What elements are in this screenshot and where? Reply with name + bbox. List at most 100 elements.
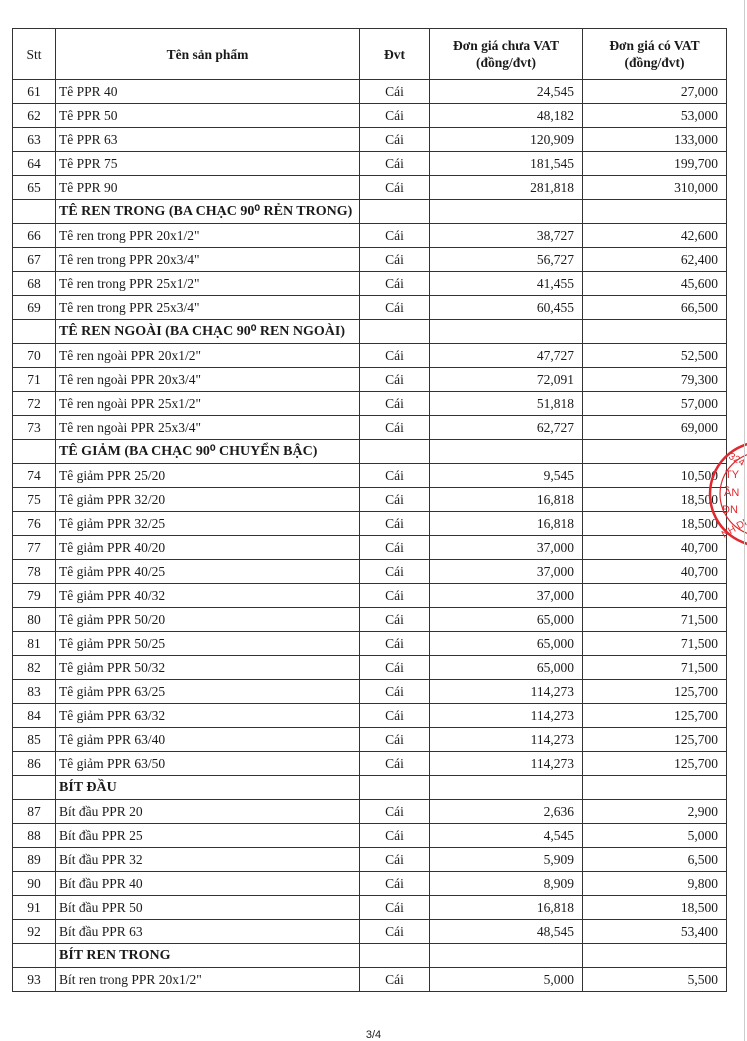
- price-excl-cell: 24,545: [429, 79, 583, 104]
- price-incl-cell: [582, 319, 727, 344]
- price-excl-cell: [429, 775, 583, 800]
- table-row: 91 Bít đầu PPR 50 Cái 16,818 18,500: [12, 895, 727, 920]
- section-row: TÊ GIẢM (BA CHẠC 90⁰ CHUYỂN BẬC): [12, 439, 727, 464]
- stt-cell: 86: [12, 751, 56, 776]
- product-name: Bít đầu PPR 25: [55, 823, 360, 848]
- stt-cell: 74: [12, 463, 56, 488]
- stt-cell: 81: [12, 631, 56, 656]
- table-row: 75 Tê giảm PPR 32/20 Cái 16,818 18,500: [12, 487, 727, 512]
- price-excl-cell: 4,545: [429, 823, 583, 848]
- table-row: 78 Tê giảm PPR 40/25 Cái 37,000 40,700: [12, 559, 727, 584]
- stt-cell: 75: [12, 487, 56, 512]
- stt-cell: 73: [12, 415, 56, 440]
- product-name: Tê giảm PPR 63/40: [55, 727, 360, 752]
- stt-cell: 77: [12, 535, 56, 560]
- price-excl-cell: 5,909: [429, 847, 583, 872]
- price-excl-cell: 114,273: [429, 751, 583, 776]
- unit-cell: Cái: [359, 487, 430, 512]
- table-row: 93 Bít ren trong PPR 20x1/2" Cái 5,000 5,500: [12, 967, 727, 992]
- price-excl-cell: 8,909: [429, 871, 583, 896]
- price-incl-cell: 2,900: [582, 799, 727, 824]
- unit-cell: Cái: [359, 703, 430, 728]
- price-incl-cell: 125,700: [582, 703, 727, 728]
- table-row: 84 Tê giảm PPR 63/32 Cái 114,273 125,700: [12, 703, 727, 728]
- price-incl-cell: 125,700: [582, 727, 727, 752]
- stt-cell: 64: [12, 151, 56, 176]
- product-name: Tê ren ngoài PPR 25x3/4": [55, 415, 360, 440]
- price-table: Stt Tên sản phẩm Đvt Đơn giá chưa VAT (đồ…: [12, 28, 727, 992]
- stt-cell: 72: [12, 391, 56, 416]
- unit-cell: [359, 775, 430, 800]
- product-name: Bít ren trong PPR 20x1/2": [55, 967, 360, 992]
- price-incl-cell: 199,700: [582, 151, 727, 176]
- table-row: 70 Tê ren ngoài PPR 20x1/2" Cái 47,727 52,50…: [12, 343, 727, 368]
- price-excl-cell: 56,727: [429, 247, 583, 272]
- unit-cell: Cái: [359, 103, 430, 128]
- stt-cell: 62: [12, 103, 56, 128]
- unit-cell: Cái: [359, 679, 430, 704]
- unit-cell: Cái: [359, 607, 430, 632]
- price-incl-cell: [582, 199, 727, 224]
- section-title: TÊ GIẢM (BA CHẠC 90⁰ CHUYỂN BẬC): [55, 439, 360, 464]
- table-row: 69 Tê ren trong PPR 25x3/4" Cái 60,455 66,50…: [12, 295, 727, 320]
- stt-cell: 92: [12, 919, 56, 944]
- stt-cell: [12, 943, 56, 968]
- unit-cell: Cái: [359, 415, 430, 440]
- unit-cell: Cái: [359, 847, 430, 872]
- product-name: Tê ren ngoài PPR 20x1/2": [55, 343, 360, 368]
- scan-edge: [744, 0, 745, 1041]
- table-row: 83 Tê giảm PPR 63/25 Cái 114,273 125,700: [12, 679, 727, 704]
- unit-cell: Cái: [359, 343, 430, 368]
- section-row: BÍT ĐẦU: [12, 775, 727, 800]
- company-stamp: 324 TY ẦN ĐN NH DI: [708, 442, 747, 546]
- stt-cell: 88: [12, 823, 56, 848]
- product-name: Tê PPR 40: [55, 79, 360, 104]
- price-incl-cell: 53,400: [582, 919, 727, 944]
- product-name: Tê PPR 50: [55, 103, 360, 128]
- unit-cell: Cái: [359, 583, 430, 608]
- header-unit: Đvt: [359, 28, 430, 80]
- price-excl-cell: 37,000: [429, 535, 583, 560]
- product-name: Tê ren trong PPR 20x1/2": [55, 223, 360, 248]
- price-incl-cell: 71,500: [582, 655, 727, 680]
- price-incl-cell: 40,700: [582, 583, 727, 608]
- product-name: Tê giảm PPR 50/32: [55, 655, 360, 680]
- price-incl-cell: 62,400: [582, 247, 727, 272]
- price-incl-cell: 53,000: [582, 103, 727, 128]
- price-incl-cell: 40,700: [582, 559, 727, 584]
- price-incl-cell: 18,500: [582, 895, 727, 920]
- product-name: Tê giảm PPR 40/25: [55, 559, 360, 584]
- product-name: Tê giảm PPR 40/20: [55, 535, 360, 560]
- unit-cell: Cái: [359, 871, 430, 896]
- unit-cell: Cái: [359, 223, 430, 248]
- product-name: Tê giảm PPR 32/20: [55, 487, 360, 512]
- price-excl-cell: 65,000: [429, 655, 583, 680]
- table-row: 79 Tê giảm PPR 40/32 Cái 37,000 40,700: [12, 583, 727, 608]
- price-incl-cell: 5,500: [582, 967, 727, 992]
- price-incl-cell: 9,800: [582, 871, 727, 896]
- product-name: Tê giảm PPR 50/20: [55, 607, 360, 632]
- stt-cell: 89: [12, 847, 56, 872]
- price-incl-cell: 45,600: [582, 271, 727, 296]
- price-excl-cell: 72,091: [429, 367, 583, 392]
- price-excl-cell: [429, 943, 583, 968]
- unit-cell: Cái: [359, 79, 430, 104]
- product-name: Bít đầu PPR 63: [55, 919, 360, 944]
- stt-cell: 83: [12, 679, 56, 704]
- price-incl-cell: 69,000: [582, 415, 727, 440]
- price-excl-cell: 37,000: [429, 559, 583, 584]
- price-incl-cell: 71,500: [582, 631, 727, 656]
- price-excl-cell: 114,273: [429, 727, 583, 752]
- price-excl-cell: 16,818: [429, 487, 583, 512]
- price-excl-cell: 181,545: [429, 151, 583, 176]
- stt-cell: 91: [12, 895, 56, 920]
- price-incl-cell: 6,500: [582, 847, 727, 872]
- section-row: BÍT REN TRONG: [12, 943, 727, 968]
- svg-text:ẦN: ẦN: [724, 486, 739, 499]
- unit-cell: Cái: [359, 463, 430, 488]
- price-incl-cell: 66,500: [582, 295, 727, 320]
- product-name: Tê PPR 63: [55, 127, 360, 152]
- price-excl-cell: 65,000: [429, 631, 583, 656]
- stt-cell: 67: [12, 247, 56, 272]
- price-excl-cell: 47,727: [429, 343, 583, 368]
